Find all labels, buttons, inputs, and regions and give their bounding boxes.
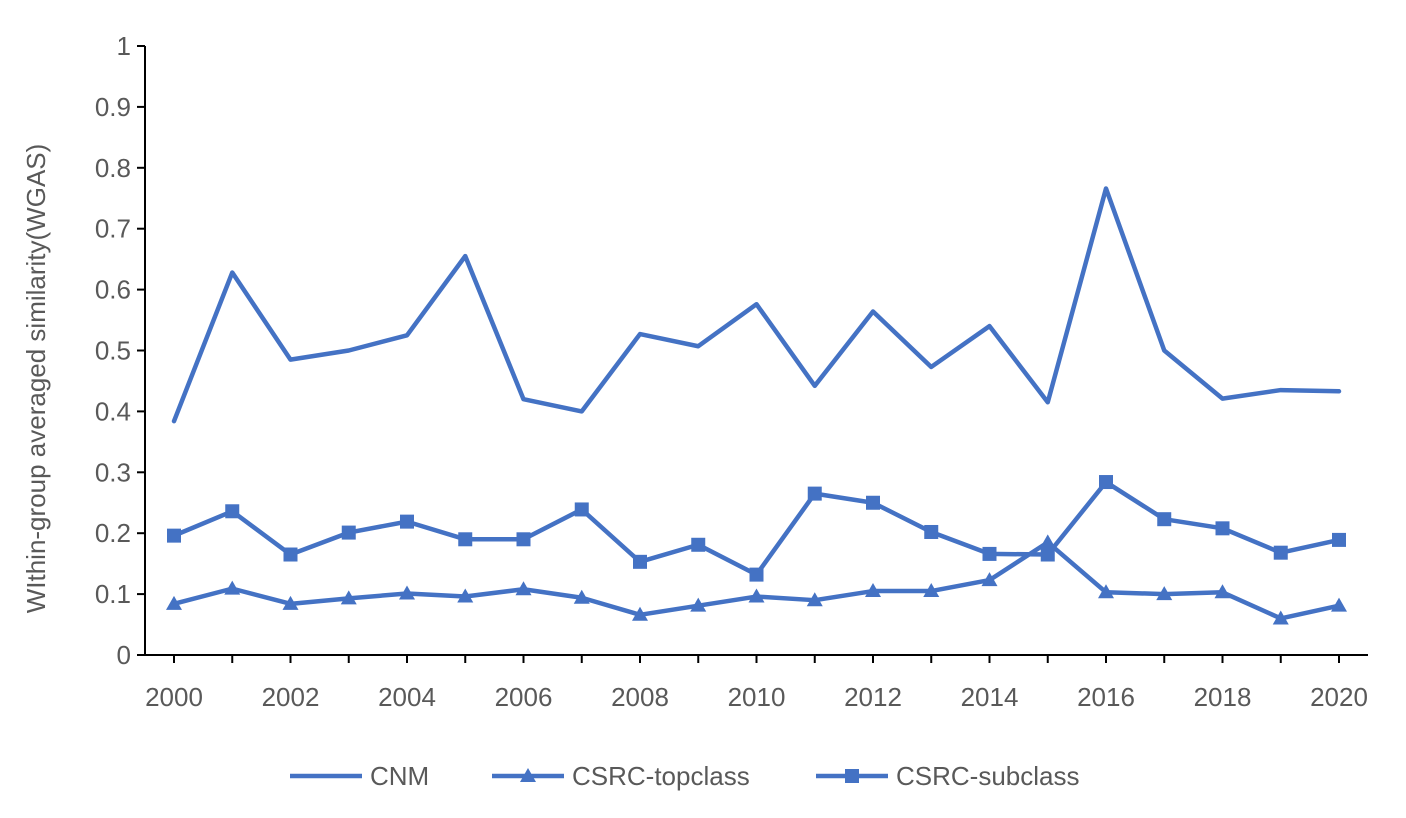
data-point — [1272, 610, 1289, 625]
data-point — [340, 590, 357, 605]
x-tick-label: 2002 — [262, 682, 320, 712]
data-point — [1331, 597, 1347, 612]
data-point — [1214, 584, 1231, 599]
data-point — [1332, 532, 1346, 547]
x-tick-label: 2004 — [378, 682, 436, 712]
y-tick-label: 0.7 — [95, 214, 131, 244]
data-point — [282, 595, 299, 610]
x-tick-label: 2008 — [611, 682, 669, 712]
x-tick-label: 2018 — [1194, 682, 1252, 712]
data-point — [691, 537, 706, 552]
legend-marker — [520, 768, 536, 782]
data-point — [866, 495, 880, 510]
data-point — [516, 532, 531, 547]
data-point — [400, 514, 414, 529]
data-point — [573, 589, 590, 604]
data-point — [225, 504, 240, 519]
data-point — [458, 532, 473, 547]
y-tick-label: 0.5 — [95, 336, 131, 366]
data-point — [574, 502, 589, 517]
data-point — [1040, 547, 1055, 562]
x-tick-label: 2014 — [961, 682, 1019, 712]
x-tick-label: 2010 — [728, 682, 786, 712]
legend-label: CNM — [370, 761, 429, 791]
series-cnm — [171, 186, 1342, 424]
data-point — [807, 486, 822, 501]
y-tick-label: 0.2 — [95, 518, 131, 548]
data-point — [632, 606, 648, 621]
legend-item-csrc-topclass: CSRC-topclass — [492, 761, 750, 791]
series-layer — [166, 186, 1347, 625]
legend-label: CSRC-subclass — [896, 761, 1080, 791]
data-point — [690, 597, 707, 612]
y-tick-label: 0.9 — [95, 92, 131, 122]
data-point — [341, 525, 356, 540]
x-tick-label: 2000 — [145, 682, 203, 712]
legend-item-csrc-subclass: CSRC-subclass — [816, 761, 1080, 791]
data-point — [1273, 545, 1288, 560]
data-point — [166, 595, 182, 610]
data-point — [982, 546, 997, 561]
y-tick-label: 0.3 — [95, 457, 131, 487]
data-point — [457, 588, 474, 603]
data-point — [224, 580, 241, 595]
data-point — [923, 583, 940, 598]
legend-item-cnm: CNM — [290, 761, 429, 791]
x-tick-label: 2016 — [1077, 682, 1135, 712]
data-point — [1215, 521, 1230, 536]
data-point — [1039, 534, 1056, 549]
data-point — [865, 583, 881, 598]
series-line — [171, 186, 1342, 424]
y-tick-label: 0 — [117, 640, 131, 670]
data-point — [981, 572, 998, 587]
series-csrc-subclass — [167, 475, 1346, 582]
series-csrc-topclass — [166, 534, 1347, 625]
x-tick-label: 2006 — [495, 682, 553, 712]
legend-label: CSRC-topclass — [572, 761, 750, 791]
y-tick-label: 0.6 — [95, 275, 131, 305]
legend: CNM CSRC-topclass CSRC-subclass — [290, 761, 1080, 791]
data-point — [1098, 584, 1114, 599]
data-point — [283, 547, 298, 562]
data-point — [399, 585, 415, 600]
y-axis-title: WIthin-group averaged similarity(WGAS) — [21, 144, 51, 614]
y-tick-label: 0.8 — [95, 153, 131, 183]
data-point — [167, 528, 181, 543]
y-axis-ticks: 0 0.1 0.2 0.3 0.4 0.5 0.6 0.7 0.8 0.9 1 — [95, 31, 145, 670]
y-tick-label: 0.1 — [95, 579, 131, 609]
x-axis-ticks: 2000 2002 2004 2006 2008 2010 2012 2014 2016 2018… — [145, 655, 1368, 712]
data-point — [924, 524, 939, 539]
data-point — [515, 581, 532, 596]
x-tick-label: 2012 — [844, 682, 902, 712]
y-tick-label: 1 — [117, 31, 131, 61]
data-point — [748, 588, 765, 603]
data-point — [749, 567, 764, 582]
y-tick-label: 0.4 — [95, 396, 131, 426]
x-tick-label: 2020 — [1310, 682, 1368, 712]
data-point — [1099, 475, 1113, 490]
data-point — [633, 554, 647, 569]
data-point — [1156, 586, 1173, 601]
data-point — [806, 592, 823, 607]
legend-marker — [845, 769, 859, 783]
data-point — [1157, 512, 1172, 527]
